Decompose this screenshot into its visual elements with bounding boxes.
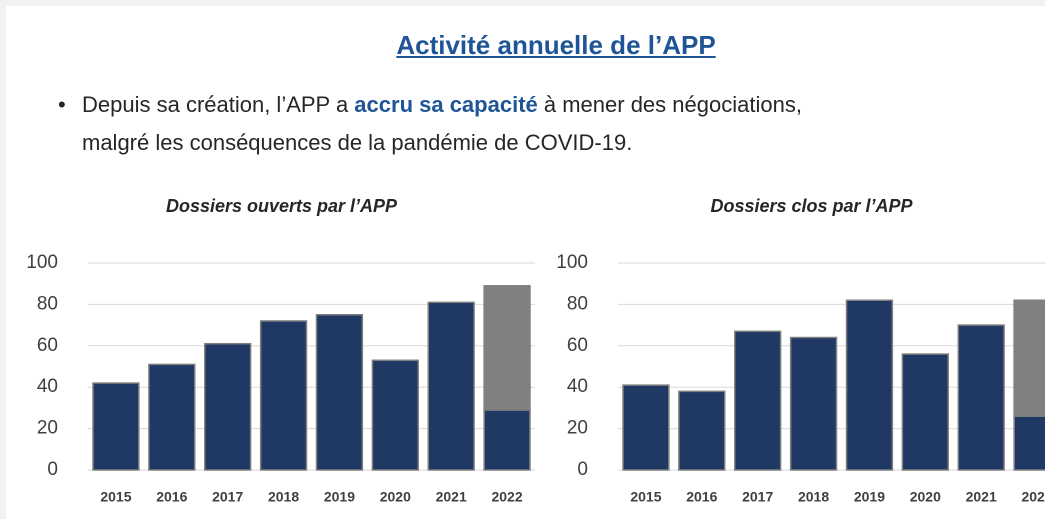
bar bbox=[92, 382, 140, 471]
x-tick-label: 2022 bbox=[1021, 489, 1045, 505]
x-tick-label: 2021 bbox=[966, 489, 997, 505]
x-tick-label: 2018 bbox=[268, 489, 299, 505]
x-tick-label: 2015 bbox=[630, 489, 661, 505]
bar bbox=[259, 320, 308, 471]
bar bbox=[845, 299, 894, 471]
x-tick-label: 2019 bbox=[324, 489, 355, 505]
bar bbox=[901, 353, 949, 471]
bar bbox=[483, 409, 531, 471]
x-tick-label: 2020 bbox=[380, 489, 411, 505]
highlight: accru sa capacité bbox=[354, 92, 538, 117]
bar bbox=[427, 301, 475, 471]
text: à mener des négociations, bbox=[537, 92, 802, 117]
x-tick-label: 2018 bbox=[798, 489, 829, 505]
bar bbox=[483, 285, 531, 411]
y-tick-label: 40 bbox=[37, 376, 58, 397]
bullet-text: Depuis sa création, l’APP a accru sa cap… bbox=[52, 86, 802, 162]
x-tick-label: 2021 bbox=[436, 489, 467, 505]
bar bbox=[148, 363, 196, 471]
y-tick-label: 100 bbox=[556, 252, 588, 273]
bar bbox=[734, 330, 782, 471]
bar bbox=[1013, 415, 1045, 471]
y-tick-label: 0 bbox=[47, 459, 58, 480]
x-tick-label: 2020 bbox=[910, 489, 941, 505]
bar bbox=[678, 390, 726, 471]
y-tick-label: 20 bbox=[567, 418, 588, 439]
x-tick-label: 2016 bbox=[686, 489, 717, 505]
bar bbox=[789, 336, 838, 471]
x-tick-label: 2016 bbox=[156, 489, 187, 505]
y-tick-label: 60 bbox=[37, 335, 58, 356]
x-tick-label: 2022 bbox=[491, 489, 522, 505]
bar bbox=[315, 314, 364, 471]
bar bbox=[204, 342, 252, 471]
y-tick-label: 80 bbox=[567, 293, 588, 314]
slide-title: Activité annuelle de l’APP bbox=[396, 30, 716, 60]
x-tick-label: 2019 bbox=[854, 489, 885, 505]
chart-title: Dossiers ouverts par l’APP bbox=[166, 196, 398, 216]
bar bbox=[957, 324, 1005, 471]
text: malgré les conséquences de la pandémie d… bbox=[82, 130, 633, 155]
y-tick-label: 80 bbox=[37, 293, 58, 314]
y-tick-label: 40 bbox=[567, 376, 588, 397]
bar bbox=[1013, 299, 1045, 417]
chart-title: Dossiers clos par l’APP bbox=[710, 196, 913, 216]
x-tick-label: 2017 bbox=[212, 489, 243, 505]
x-tick-label: 2017 bbox=[742, 489, 773, 505]
x-tick-label: 2015 bbox=[100, 489, 131, 505]
y-tick-label: 0 bbox=[577, 459, 588, 480]
text: Depuis sa création, l’APP a bbox=[82, 92, 355, 117]
y-tick-label: 20 bbox=[37, 418, 58, 439]
y-tick-label: 100 bbox=[26, 252, 58, 273]
bar bbox=[622, 384, 670, 471]
y-tick-label: 60 bbox=[567, 335, 588, 356]
bar bbox=[371, 359, 419, 471]
